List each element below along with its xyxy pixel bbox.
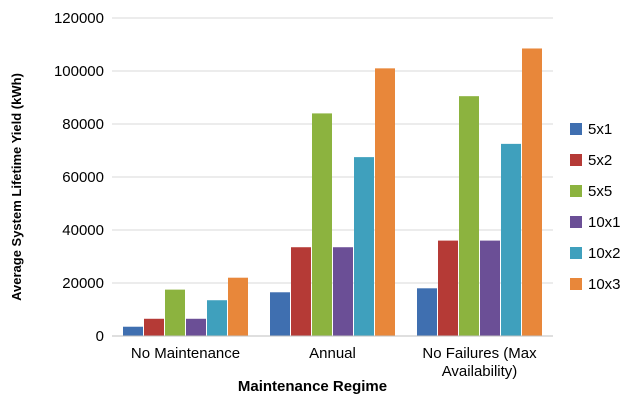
legend-label: 10x3 <box>588 276 621 293</box>
y-tick-label: 40000 <box>62 222 104 239</box>
legend-label: 10x2 <box>588 245 621 262</box>
y-tick-label: 0 <box>96 328 104 345</box>
x-axis-ticks: No Maintenance Annual No Failures (MaxAvai… <box>131 345 537 380</box>
legend-swatch <box>570 185 582 197</box>
bar-10x3 <box>375 68 395 336</box>
legend: 5x1 5x2 5x5 10x1 10x2 10x3 <box>570 121 621 293</box>
bar-5x5 <box>312 113 332 337</box>
legend-swatch <box>570 154 582 166</box>
bar-10x2 <box>501 143 521 336</box>
x-tick-label: No Maintenance <box>131 345 240 362</box>
bar-10x1 <box>186 318 206 336</box>
x-tick-label: No Failures (Max <box>422 345 537 362</box>
bar-5x1 <box>417 288 437 336</box>
bar-10x2 <box>207 300 227 336</box>
bar-5x2 <box>144 318 164 336</box>
x-tick-label: Annual <box>309 345 356 362</box>
bars <box>123 48 542 337</box>
bar-5x2 <box>291 247 311 336</box>
y-axis-ticks: 0 20000 40000 60000 80000 100000 120000 <box>54 10 104 345</box>
bar-10x3 <box>228 277 248 336</box>
bar-5x1 <box>270 292 290 336</box>
y-axis-title: Average System Lifetime Yield (kWh) <box>9 73 24 301</box>
bar-10x1 <box>333 247 353 336</box>
legend-label: 10x1 <box>588 214 621 231</box>
y-tick-label: 20000 <box>62 275 104 292</box>
y-tick-label: 120000 <box>54 10 104 27</box>
x-axis-title: Maintenance Regime <box>238 378 387 395</box>
legend-label: 5x1 <box>588 121 612 138</box>
bar-5x5 <box>459 96 479 336</box>
x-tick-label: Availability) <box>442 363 518 380</box>
y-tick-label: 80000 <box>62 116 104 133</box>
legend-swatch <box>570 216 582 228</box>
bar-5x5 <box>165 289 185 336</box>
legend-label: 5x5 <box>588 183 612 200</box>
legend-swatch <box>570 123 582 135</box>
bar-10x1 <box>480 240 500 336</box>
bar-5x1 <box>123 326 143 336</box>
legend-swatch <box>570 278 582 290</box>
gridlines <box>112 17 553 284</box>
bar-10x3 <box>522 48 542 336</box>
legend-label: 5x2 <box>588 152 612 169</box>
bar-10x2 <box>354 157 374 336</box>
y-tick-label: 100000 <box>54 63 104 80</box>
bar-5x2 <box>438 240 458 336</box>
y-tick-label: 60000 <box>62 169 104 186</box>
legend-swatch <box>570 247 582 259</box>
